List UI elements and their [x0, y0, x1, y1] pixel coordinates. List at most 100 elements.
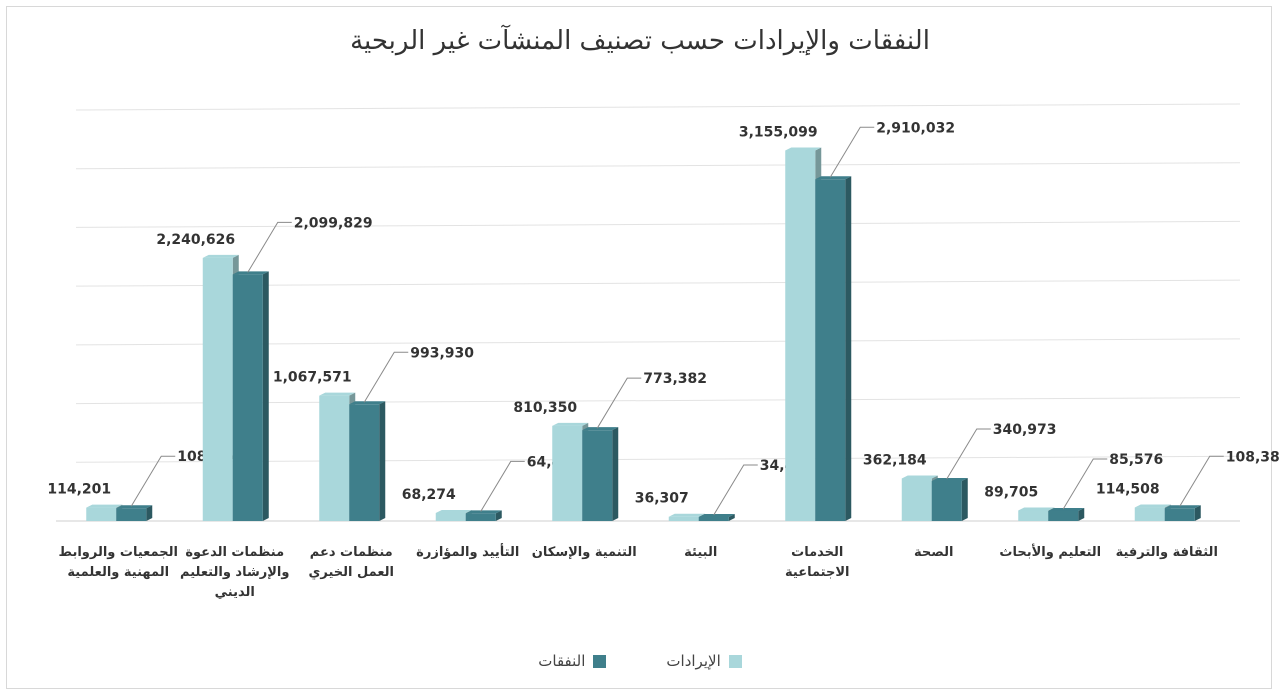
- data-label-expenses: 2,099,829: [294, 215, 373, 231]
- data-label-revenue: 810,350: [513, 400, 577, 416]
- data-label-revenue: 2,240,626: [156, 232, 235, 248]
- data-label-expenses: 2,910,032: [876, 120, 955, 136]
- data-label-expenses: 340,973: [993, 422, 1057, 438]
- bar-expenses: [1048, 510, 1079, 521]
- bar-side: [1078, 507, 1085, 521]
- category-label: الجمعيات والروابط: [59, 545, 178, 560]
- leader-line: [1179, 455, 1224, 507]
- bar-top: [901, 475, 938, 479]
- bar-expenses: [116, 508, 147, 521]
- chart-legend: الإيرادات النفقات: [0, 652, 1280, 670]
- chart-frame: [6, 6, 1272, 689]
- bar-side: [845, 176, 852, 521]
- bar-revenue: [319, 395, 350, 521]
- bar-top: [349, 401, 386, 405]
- bar-revenue: [1134, 507, 1165, 521]
- leader-line: [713, 464, 758, 516]
- data-label-revenue: 362,184: [863, 452, 927, 468]
- bar-top: [465, 510, 502, 514]
- bar-side: [961, 477, 968, 521]
- bar-top: [1164, 505, 1201, 509]
- gridline: [75, 220, 1241, 228]
- bar-top: [698, 513, 735, 517]
- data-label-expenses: 773,382: [643, 371, 707, 387]
- legend-label-expenses: النفقات: [538, 652, 586, 670]
- category-label: منظمات الدعوة: [185, 545, 284, 560]
- bar-side: [379, 401, 386, 521]
- bar-revenue: [86, 507, 117, 521]
- legend-item-revenue: الإيرادات: [666, 652, 742, 670]
- category-label: البيئة: [684, 545, 717, 560]
- data-label-revenue: 68,274: [402, 487, 456, 503]
- category-label: التعليم والأبحاث: [999, 543, 1101, 560]
- leader-line: [480, 460, 525, 512]
- leader-line: [596, 377, 642, 429]
- bar-side: [146, 505, 153, 521]
- bar-expenses: [1164, 508, 1195, 521]
- bar-top: [1018, 507, 1055, 511]
- legend-swatch-revenue: [728, 654, 742, 668]
- bar-revenue: [785, 150, 816, 522]
- data-label-expenses: 85,576: [1109, 452, 1163, 468]
- bar-top: [116, 505, 153, 509]
- bar-side: [495, 510, 502, 521]
- bar-top: [232, 271, 269, 275]
- bar-side: [728, 513, 735, 521]
- gridline: [75, 103, 1241, 111]
- bar-expenses: [232, 274, 263, 521]
- gridline: [75, 338, 1241, 346]
- bar-top: [1134, 504, 1171, 508]
- category-label: التأييد والمؤازرة: [416, 543, 519, 560]
- data-label-revenue: 1,067,571: [273, 370, 352, 386]
- bar-top: [931, 477, 968, 481]
- legend-swatch-expenses: [593, 654, 607, 668]
- bar-revenue: [552, 425, 583, 521]
- legend-label-revenue: الإيرادات: [666, 652, 721, 670]
- category-label: التنمية والإسكان: [532, 545, 637, 560]
- bar-top: [202, 254, 239, 258]
- gridline: [75, 397, 1241, 405]
- category-label: الثقافة والترفية: [1116, 545, 1218, 560]
- leader-line: [247, 221, 292, 273]
- bar-revenue: [901, 478, 932, 521]
- leader-line: [363, 351, 409, 403]
- data-label-revenue: 114,508: [1096, 482, 1160, 498]
- bar-top: [552, 422, 589, 426]
- bar-expenses: [465, 513, 496, 521]
- bar-revenue: [202, 257, 233, 521]
- data-label-expenses: 993,930: [410, 345, 474, 361]
- bar-top: [815, 176, 852, 180]
- leader-line: [829, 126, 875, 178]
- bar-top: [86, 504, 123, 508]
- bar-expenses: [698, 516, 729, 521]
- bar-expenses: [349, 404, 380, 521]
- category-label: الديني: [215, 585, 255, 600]
- data-label-revenue: 36,307: [635, 491, 689, 507]
- category-label: الاجتماعية: [785, 565, 849, 580]
- category-label: الصحة: [914, 545, 953, 560]
- leader-line: [130, 455, 176, 507]
- bar-side: [1194, 505, 1201, 521]
- bar-revenue: [1018, 510, 1049, 521]
- gridline: [75, 162, 1241, 170]
- bar-side: [262, 271, 269, 521]
- bar-expenses: [815, 179, 846, 521]
- bar-top: [785, 147, 822, 151]
- bar-revenue: [435, 512, 466, 521]
- chart-title: النفقات والإيرادات حسب تصنيف المنشآت غير…: [350, 26, 930, 56]
- category-label: المهنية والعلمية: [67, 565, 169, 580]
- leader-line: [946, 428, 991, 480]
- gridline: [75, 279, 1241, 287]
- bar-top: [319, 392, 356, 396]
- bar-top: [435, 509, 472, 513]
- category-label: الخدمات: [791, 545, 843, 560]
- leader-line: [1062, 458, 1108, 510]
- data-label-revenue: 3,155,099: [739, 125, 818, 141]
- data-label-revenue: 89,705: [984, 484, 1038, 500]
- gridline: [75, 455, 1241, 463]
- data-label-revenue: 114,201: [47, 482, 111, 498]
- bar-revenue: [668, 516, 699, 521]
- data-label-expenses: 108,386: [1226, 449, 1280, 465]
- legend-item-expenses: النفقات: [538, 652, 607, 670]
